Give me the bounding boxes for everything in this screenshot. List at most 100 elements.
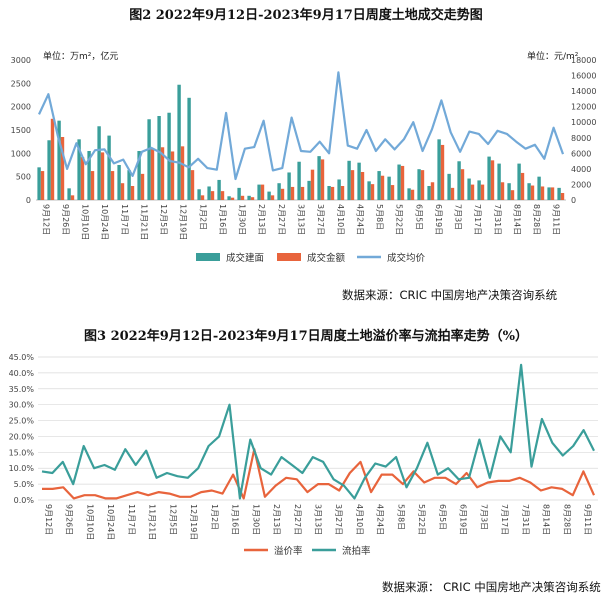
bar-amount xyxy=(240,195,245,200)
x-tick-label: 1月16日 xyxy=(218,204,227,235)
bar-area xyxy=(487,156,491,200)
legend-label: 溢价率 xyxy=(274,545,303,557)
bar-area xyxy=(457,161,461,200)
bar-amount xyxy=(300,186,305,200)
x-tick-label: 7月31日 xyxy=(493,204,502,235)
x-tick-label: 8月28日 xyxy=(532,204,541,235)
x-tick-label: 2月27日 xyxy=(277,204,286,235)
bar-area xyxy=(507,183,511,200)
x-tick-label: 12月5日 xyxy=(168,504,177,535)
bar-area xyxy=(387,176,391,200)
bar-area xyxy=(187,97,191,200)
bar-amount xyxy=(340,186,345,200)
bar-amount xyxy=(160,147,165,200)
bar-amount xyxy=(220,191,225,200)
bar-amount xyxy=(80,157,85,200)
legend-label: 流拍率 xyxy=(342,545,371,557)
bar-amount xyxy=(550,187,555,200)
bar-area xyxy=(467,178,471,200)
bar-amount xyxy=(400,165,405,200)
x-tick-label: 12月5日 xyxy=(159,204,168,235)
y-tick-label: 15.0% xyxy=(9,448,35,457)
bar-area xyxy=(207,186,211,200)
bar-area xyxy=(347,160,351,200)
x-tick-label: 1月2日 xyxy=(198,204,207,230)
bar-area xyxy=(517,163,521,200)
bar-amount xyxy=(150,148,155,200)
bar-area xyxy=(417,169,421,200)
bar-area xyxy=(257,184,261,200)
bar-amount xyxy=(310,169,315,200)
x-tick-label: 2月27日 xyxy=(293,504,302,535)
bar-amount xyxy=(500,182,505,200)
bar-amount xyxy=(140,173,145,200)
y-tick-label: 5.0% xyxy=(14,480,35,489)
x-tick-label: 6月19日 xyxy=(434,204,443,235)
right-tick-label: 8000 xyxy=(571,134,591,143)
bar-area xyxy=(167,112,171,200)
bar-area xyxy=(77,139,81,200)
x-tick-label: 1月2日 xyxy=(210,504,219,530)
left-tick-label: 500 xyxy=(16,173,31,182)
bar-amount xyxy=(260,184,265,200)
left-tick-label: 2500 xyxy=(11,79,31,88)
bar-amount xyxy=(490,160,495,200)
bar-amount xyxy=(210,191,215,200)
bar-area xyxy=(307,180,311,200)
bar-amount xyxy=(280,188,285,200)
x-tick-label: 6月5日 xyxy=(414,204,423,230)
x-tick-label: 2月13日 xyxy=(272,504,281,535)
bar-area xyxy=(437,139,441,200)
x-tick-label: 4月10日 xyxy=(336,204,345,235)
figure1-title: 图2 2022年9月12日-2023年9月17日周度土地成交走势图 xyxy=(129,8,483,23)
y-tick-label: 25.0% xyxy=(9,417,35,426)
bar-area xyxy=(87,151,91,200)
x-tick-label: 9月26日 xyxy=(65,504,74,535)
bar-area xyxy=(377,171,381,200)
bar-amount xyxy=(510,190,515,200)
x-tick-label: 10月24日 xyxy=(106,504,115,540)
bar-area xyxy=(107,135,111,200)
bar-area xyxy=(247,195,251,200)
figure2-title: 图3 2022年9月12日-2023年9月17日周度土地溢价率与流拍率走势（%） xyxy=(84,329,528,344)
x-tick-label: 7月17日 xyxy=(473,204,482,235)
bar-area xyxy=(177,84,181,200)
x-tick-label: 7月3日 xyxy=(454,204,463,230)
bar-amount xyxy=(90,171,95,200)
y-tick-label: 10.0% xyxy=(9,464,35,473)
bar-area xyxy=(397,164,401,200)
bar-area xyxy=(357,162,361,200)
bar-area xyxy=(157,116,161,200)
x-tick-label: 3月13日 xyxy=(297,204,306,235)
x-tick-label: 9月12日 xyxy=(41,204,50,235)
bar-amount xyxy=(540,186,545,200)
bar-area xyxy=(317,156,321,200)
bar-area xyxy=(407,188,411,200)
y-tick-label: 40.0% xyxy=(9,369,35,378)
bar-amount xyxy=(170,151,175,200)
x-tick-label: 5月8日 xyxy=(375,204,384,230)
bar-amount xyxy=(530,185,535,200)
bar-area xyxy=(47,140,51,200)
x-tick-label: 5月22日 xyxy=(417,504,426,535)
x-tick-label: 8月14日 xyxy=(542,504,551,535)
right-tick-label: 4000 xyxy=(571,165,591,174)
bar-amount xyxy=(480,184,485,200)
bar-area xyxy=(227,196,231,200)
y-tick-label: 45.0% xyxy=(9,353,35,362)
right-tick-label: 12000 xyxy=(571,103,596,112)
bar-area xyxy=(57,120,61,200)
x-tick-label: 9月11日 xyxy=(583,504,592,535)
x-tick-label: 8月14日 xyxy=(512,204,521,235)
left-tick-label: 1500 xyxy=(11,126,31,135)
line-failure-rate xyxy=(41,363,595,500)
y-tick-label: 0.0% xyxy=(14,496,35,505)
line-avg-price xyxy=(38,71,565,181)
x-tick-label: 4月10日 xyxy=(355,504,364,535)
x-tick-label: 9月26日 xyxy=(61,204,70,235)
bar-area xyxy=(367,181,371,200)
x-tick-label: 4月24日 xyxy=(355,204,364,235)
bar-amount xyxy=(250,197,255,200)
x-tick-label: 7月3日 xyxy=(479,504,488,530)
